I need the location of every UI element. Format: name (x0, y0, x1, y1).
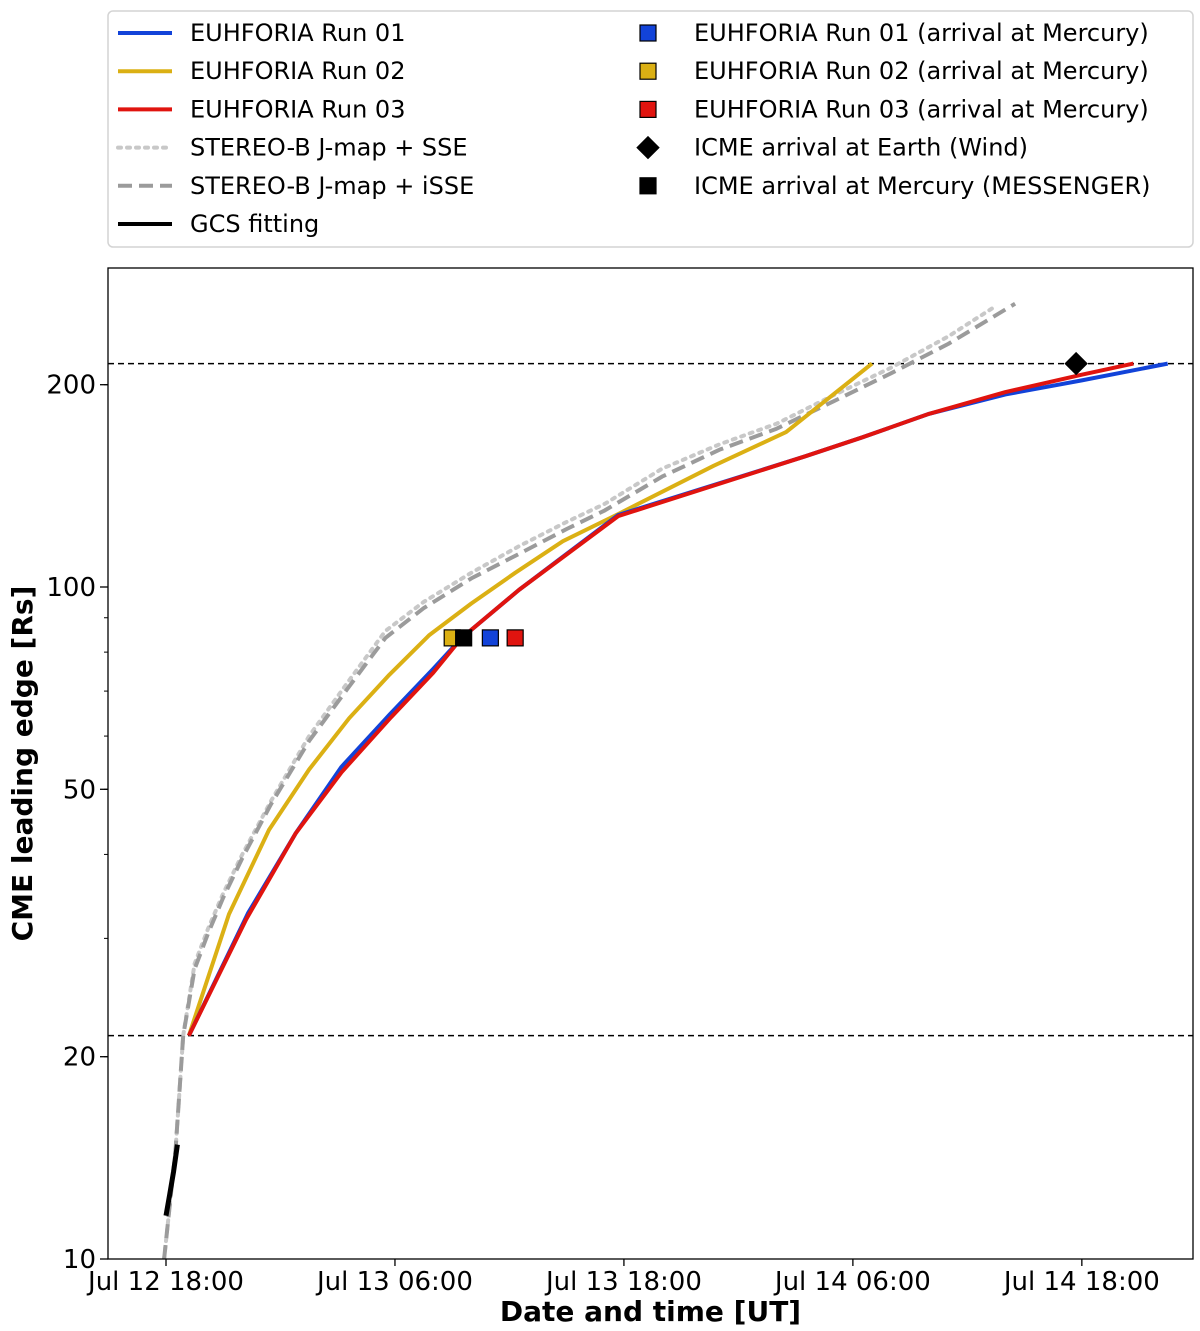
marker-euhforia-run-03-arrival-at-mercury (506, 629, 524, 647)
axes: Jul 12 18:00 Jul 13 06:00 Jul 13 18:00 Jul … (6, 267, 1194, 1328)
marker-icme-arrival-at-earth-wind (1064, 351, 1088, 376)
series-euhforia-run-03 (187, 361, 1134, 1037)
legend-label-gcs-fitting: GCS fitting (190, 210, 319, 238)
y-tick-label: 100 (46, 573, 96, 603)
y-tick-label: 200 (46, 371, 96, 401)
legend-swatch-euhforia-run-03-arrival-at-mercury (639, 100, 657, 119)
marker-icme-arrival-at-mercury-messenger (455, 629, 473, 647)
series-stereo-b-j-map-sse (162, 303, 998, 1259)
x-tick-label: Jul 13 18:00 (544, 1267, 702, 1297)
x-tick-label: Jul 13 06:00 (315, 1267, 473, 1297)
legend-swatch-euhforia-run-02-arrival-at-mercury (639, 62, 657, 80)
y-tick-label: 20 (63, 1043, 96, 1073)
y-axis-label: CME leading edge [Rs] (6, 586, 39, 942)
legend-swatch-icme-arrival-at-earth-wind (636, 135, 660, 160)
y-tick-label: 10 (63, 1245, 96, 1275)
legend-label-euhforia-run-01: EUHFORIA Run 01 (190, 19, 405, 47)
series-stereo-b-j-map-isse (162, 301, 1017, 1259)
x-tick-label: Jul 14 06:00 (773, 1267, 931, 1297)
legend-label-euhforia-run-02-arrival-at-mercury: EUHFORIA Run 02 (arrival at Mercury) (694, 57, 1149, 85)
legend-label-euhforia-run-03-arrival-at-mercury: EUHFORIA Run 03 (arrival at Mercury) (694, 95, 1149, 123)
legend-label-icme-arrival-at-mercury-messenger: ICME arrival at Mercury (MESSENGER) (694, 172, 1151, 200)
legend-box (107, 10, 1194, 248)
legend-label-euhforia-run-03: EUHFORIA Run 03 (190, 95, 405, 123)
series-euhforia-run-02 (187, 362, 874, 1037)
legend-label-euhforia-run-01-arrival-at-mercury: EUHFORIA Run 01 (arrival at Mercury) (694, 19, 1149, 47)
legend-label-stereo-b-j-map-isse: STEREO-B J-map + iSSE (190, 172, 474, 200)
legend-label-stereo-b-j-map-sse: STEREO-B J-map + SSE (190, 134, 468, 162)
plot-content (108, 301, 1193, 1259)
series-gcs-fitting (163, 1144, 180, 1217)
x-axis-label: Date and time [UT] (500, 1295, 801, 1328)
legend-swatch-icme-arrival-at-mercury-messenger (639, 177, 657, 195)
legend: EUHFORIA Run 01 EUHFORIA Run 02 EUHFORIA R… (107, 10, 1194, 248)
legend-label-icme-arrival-at-earth-wind: ICME arrival at Earth (Wind) (694, 134, 1028, 162)
plot-area (108, 301, 1193, 1259)
x-tick-label: Jul 12 18:00 (86, 1267, 244, 1297)
plot-frame (107, 267, 1194, 1260)
legend-label-euhforia-run-02: EUHFORIA Run 02 (190, 57, 405, 85)
y-tick-label: 50 (63, 775, 96, 805)
legend-swatch-euhforia-run-01-arrival-at-mercury (639, 24, 657, 42)
marker-euhforia-run-01-arrival-at-mercury (481, 629, 499, 647)
x-tick-label: Jul 14 18:00 (1002, 1267, 1160, 1297)
